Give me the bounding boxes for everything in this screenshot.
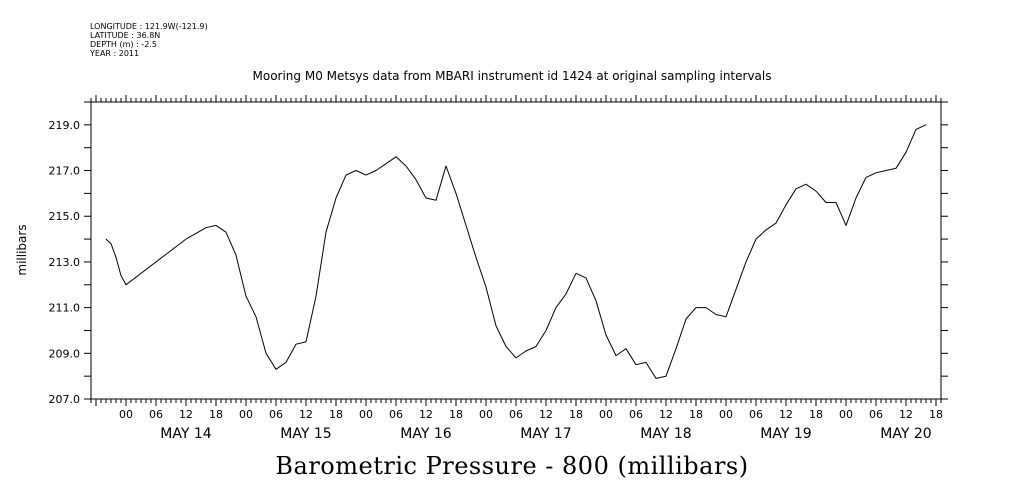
x-tick-label: 06 xyxy=(269,408,283,421)
x-day-label: MAY 16 xyxy=(400,426,451,442)
x-tick-label: 12 xyxy=(659,408,673,421)
x-day-label: MAY 19 xyxy=(760,426,811,442)
chart-title: Mooring M0 Metsys data from MBARI instru… xyxy=(252,69,772,83)
x-day-label: MAY 15 xyxy=(280,426,331,442)
x-tick-label: 18 xyxy=(689,408,703,421)
x-day-label: MAY 18 xyxy=(640,426,691,442)
x-tick-label: 06 xyxy=(869,408,883,421)
x-tick-label: 12 xyxy=(419,408,433,421)
x-day-label: MAY 20 xyxy=(880,426,931,442)
x-tick-label: 12 xyxy=(179,408,193,421)
x-axis-label: Barometric Pressure - 800 (millibars) xyxy=(275,452,749,480)
x-tick-label: 06 xyxy=(149,408,163,421)
x-tick-label: 18 xyxy=(809,408,823,421)
y-tick-label: 217.0 xyxy=(49,165,81,178)
x-tick-label: 06 xyxy=(749,408,763,421)
x-tick-label: 12 xyxy=(899,408,913,421)
x-tick-label: 06 xyxy=(509,408,523,421)
y-tick-label: 207.0 xyxy=(49,393,81,406)
pressure-series-line xyxy=(105,124,927,379)
depth-text: DEPTH (m) : -2.5 xyxy=(90,40,157,49)
x-tick-label: 00 xyxy=(839,408,853,421)
longitude-text: LONGITUDE : 121.9W(-121.9) xyxy=(90,22,208,31)
x-tick-label: 12 xyxy=(779,408,793,421)
x-tick-label: 18 xyxy=(329,408,343,421)
x-tick-label: 18 xyxy=(569,408,583,421)
x-tick-label: 00 xyxy=(719,408,733,421)
latitude-text: LATITUDE : 36.8N xyxy=(90,31,161,40)
y-tick-label: 219.0 xyxy=(49,119,81,132)
year-text: YEAR : 2011 xyxy=(90,49,140,58)
x-tick-label: 12 xyxy=(299,408,313,421)
y-tick-label: 211.0 xyxy=(49,302,81,315)
x-tick-label: 00 xyxy=(479,408,493,421)
metadata-block: LONGITUDE : 121.9W(-121.9) LATITUDE : 36… xyxy=(90,22,208,58)
y-tick-label: 209.0 xyxy=(49,347,81,360)
x-tick-label: 06 xyxy=(389,408,403,421)
x-tick-label: 00 xyxy=(239,408,253,421)
x-tick-label: 00 xyxy=(359,408,373,421)
x-tick-label: 12 xyxy=(539,408,553,421)
x-tick-label: 18 xyxy=(929,408,943,421)
y-tick-label: 213.0 xyxy=(49,256,81,269)
x-tick-label: 18 xyxy=(209,408,223,421)
x-tick-label: 00 xyxy=(599,408,613,421)
x-day-label: MAY 14 xyxy=(160,426,211,442)
x-tick-label: 00 xyxy=(119,408,133,421)
x-day-label: MAY 17 xyxy=(520,426,571,442)
x-tick-label: 06 xyxy=(629,408,643,421)
y-tick-label: 215.0 xyxy=(49,210,81,223)
plot-frame xyxy=(90,101,942,400)
x-tick-label: 18 xyxy=(449,408,463,421)
